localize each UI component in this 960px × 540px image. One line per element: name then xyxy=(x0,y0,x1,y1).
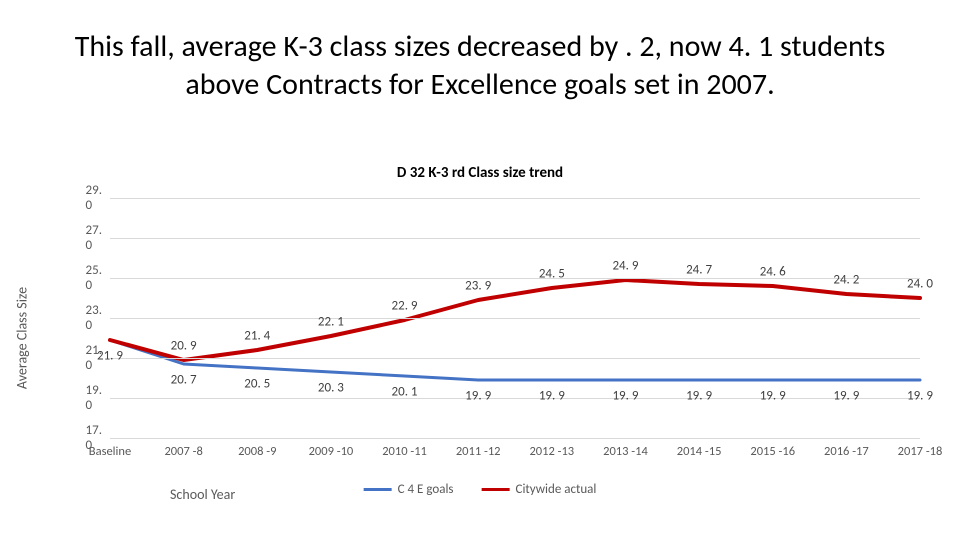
grid-line xyxy=(110,358,920,359)
legend-item-goals: C 4 E goals xyxy=(364,482,454,497)
x-axis-label: School Year xyxy=(170,486,235,503)
chart-container: Average Class Size School Year 17. 019. … xyxy=(0,178,960,498)
x-tick-label: 2009 -10 xyxy=(309,444,354,459)
data-label: 20. 7 xyxy=(171,373,197,388)
x-tick-label: 2017 -18 xyxy=(898,444,943,459)
data-label: 19. 9 xyxy=(686,389,712,404)
grid-line xyxy=(110,398,920,399)
data-label: 19. 9 xyxy=(539,389,565,404)
data-label: 22. 9 xyxy=(392,299,418,314)
grid-line xyxy=(110,238,920,239)
x-tick-label: 2014 -15 xyxy=(677,444,722,459)
data-label: 20. 1 xyxy=(392,385,418,400)
legend: C 4 E goals Citywide actual xyxy=(364,482,597,497)
data-label: 24. 9 xyxy=(612,259,638,274)
data-label: 24. 2 xyxy=(833,273,859,288)
data-label: 21. 9 xyxy=(97,349,123,364)
data-label: 19. 9 xyxy=(833,389,859,404)
grid-line xyxy=(110,438,920,439)
data-label: 19. 9 xyxy=(760,389,786,404)
data-label: 20. 3 xyxy=(318,381,344,396)
data-label: 24. 6 xyxy=(760,265,786,280)
legend-swatch-goals xyxy=(364,488,392,491)
legend-label-goals: C 4 E goals xyxy=(398,482,454,497)
slide-headline: This fall, average K-3 class sizes decre… xyxy=(60,28,900,103)
line-goals xyxy=(110,340,920,380)
y-tick-label: 27. 0 xyxy=(86,223,102,253)
data-label: 20. 9 xyxy=(171,339,197,354)
x-tick-label: Baseline xyxy=(89,444,131,459)
data-label: 19. 9 xyxy=(465,389,491,404)
plot-area: 17. 019. 021. 023. 025. 027. 029. 0Basel… xyxy=(110,198,920,438)
x-tick-label: 2016 -17 xyxy=(824,444,869,459)
x-tick-label: 2008 -9 xyxy=(238,444,276,459)
data-label: 19. 9 xyxy=(907,389,933,404)
data-label: 23. 9 xyxy=(465,279,491,294)
x-tick-label: 2015 -16 xyxy=(750,444,795,459)
y-tick-label: 29. 0 xyxy=(86,183,102,213)
data-label: 24. 7 xyxy=(686,263,712,278)
data-label: 22. 1 xyxy=(318,315,344,330)
y-axis-label: Average Class Size xyxy=(14,287,31,389)
y-tick-label: 25. 0 xyxy=(86,263,102,293)
legend-item-actual: Citywide actual xyxy=(482,482,597,497)
data-label: 24. 5 xyxy=(539,267,565,282)
data-label: 21. 4 xyxy=(244,329,270,344)
legend-swatch-actual xyxy=(482,488,510,491)
x-tick-label: 2012 -13 xyxy=(529,444,574,459)
grid-line xyxy=(110,278,920,279)
y-tick-label: 19. 0 xyxy=(86,383,102,413)
grid-line xyxy=(110,318,920,319)
data-label: 24. 0 xyxy=(907,277,933,292)
grid-line xyxy=(110,198,920,199)
data-label: 20. 5 xyxy=(244,377,270,392)
legend-label-actual: Citywide actual xyxy=(516,482,597,497)
x-tick-label: 2013 -14 xyxy=(603,444,648,459)
x-tick-label: 2010 -11 xyxy=(382,444,427,459)
data-label: 19. 9 xyxy=(612,389,638,404)
y-tick-label: 23. 0 xyxy=(86,303,102,333)
line-actual xyxy=(110,280,920,360)
x-tick-label: 2007 -8 xyxy=(164,444,202,459)
x-tick-label: 2011 -12 xyxy=(456,444,501,459)
